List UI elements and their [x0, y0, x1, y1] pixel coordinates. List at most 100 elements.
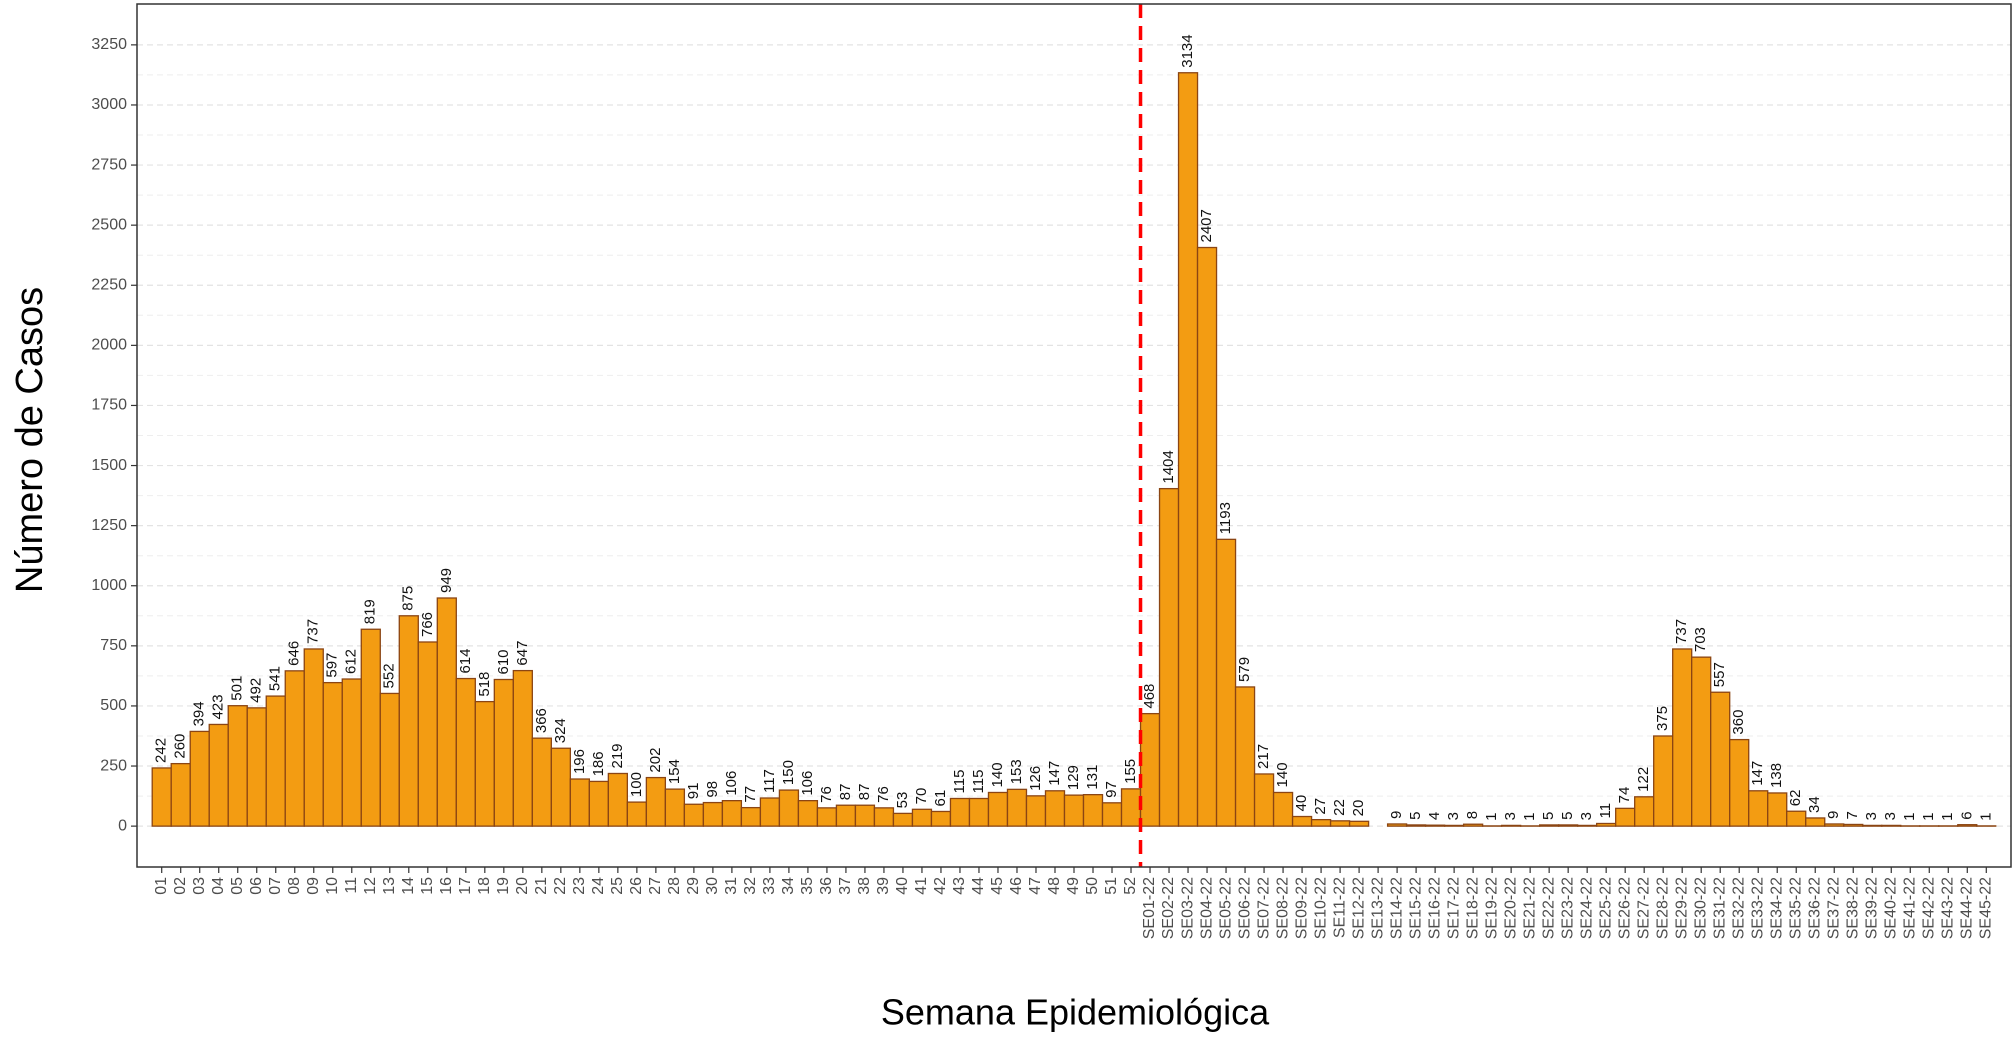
x-tick-label: 13: [381, 877, 398, 895]
value-label: 541: [267, 666, 284, 691]
bar: [911, 808, 933, 827]
x-tick-label: SE01-22: [1141, 877, 1158, 939]
value-label: 597: [324, 653, 341, 678]
x-tick-label: SE22-22: [1540, 877, 1557, 939]
value-label: 219: [609, 743, 626, 768]
bar: [683, 803, 705, 827]
value-label: 612: [343, 649, 360, 674]
value-label: 557: [1711, 662, 1728, 687]
value-label: 5: [1407, 812, 1424, 820]
bar: [341, 678, 362, 827]
x-tick-label: SE07-22: [1255, 877, 1272, 939]
value-label: 423: [210, 694, 227, 719]
value-label: 140: [989, 762, 1006, 787]
x-tick-label: 15: [419, 877, 436, 895]
value-label: 3: [1882, 812, 1899, 820]
x-tick-label: 09: [305, 877, 322, 895]
bar: [1786, 810, 1807, 827]
x-tick-label: SE04-22: [1198, 877, 1215, 939]
y-tick-label: 1500: [91, 457, 127, 474]
x-tick-label: SE06-22: [1236, 877, 1253, 939]
bar: [1234, 686, 1256, 827]
value-label: 737: [1673, 619, 1690, 644]
value-label: 242: [153, 738, 170, 763]
y-tick-label: 2750: [91, 156, 127, 173]
x-tick-label: 39: [875, 877, 892, 895]
value-label: 3134: [1179, 34, 1196, 67]
bar: [1424, 824, 1446, 827]
value-label: 87: [856, 784, 873, 801]
x-tick-label: SE13-22: [1369, 877, 1386, 939]
x-tick-label: SE35-22: [1787, 877, 1804, 939]
value-label: 366: [533, 708, 550, 733]
bar: [1215, 538, 1237, 827]
value-label: 9: [1825, 811, 1842, 819]
x-tick-label: 07: [267, 877, 284, 895]
x-tick-label: 46: [1008, 877, 1025, 895]
bar: [1596, 822, 1617, 827]
bar: [246, 707, 267, 827]
x-tick-label: 21: [533, 877, 550, 895]
x-tick-label: SE02-22: [1160, 877, 1177, 939]
x-tick-label: SE18-22: [1464, 877, 1481, 939]
x-tick-label: 32: [742, 877, 759, 895]
value-label: 5: [1559, 812, 1576, 820]
value-label: 3: [1502, 812, 1519, 820]
value-label: 468: [1141, 684, 1158, 709]
value-label: 766: [419, 612, 436, 637]
value-label: 77: [742, 786, 759, 803]
bar: [1462, 823, 1484, 827]
bar: [436, 597, 457, 827]
bar: [1577, 824, 1598, 827]
bar: [1805, 817, 1826, 827]
x-tick-label: SE39-22: [1863, 877, 1880, 939]
value-label: 153: [1008, 759, 1025, 784]
bar: [892, 812, 914, 827]
bar: [1082, 793, 1104, 827]
bar: [1120, 788, 1142, 827]
bar: [417, 641, 438, 827]
x-tick-label: 08: [286, 877, 303, 895]
bar: [1843, 823, 1864, 827]
bar: [873, 807, 895, 827]
x-tick-label: SE20-22: [1502, 877, 1519, 939]
bar: [1196, 246, 1218, 827]
value-label: 122: [1635, 767, 1652, 792]
bar: [645, 776, 667, 827]
x-tick-label: SE31-22: [1711, 877, 1728, 939]
bar: [854, 804, 876, 827]
bar: [1672, 648, 1693, 827]
x-tick-label: SE33-22: [1749, 877, 1766, 939]
value-label: 949: [438, 568, 455, 593]
value-label: 394: [191, 701, 208, 726]
x-tick-label: 29: [685, 877, 702, 895]
value-label: 196: [571, 749, 588, 774]
value-label: 5: [1540, 812, 1557, 820]
bar: [702, 801, 724, 827]
value-label: 98: [704, 781, 721, 798]
value-label: 186: [590, 751, 607, 776]
bar: [284, 670, 305, 827]
bar: [664, 788, 686, 827]
value-label: 100: [628, 772, 645, 797]
value-label: 106: [723, 771, 740, 796]
bar: [740, 806, 762, 827]
x-tick-label: 35: [799, 877, 816, 895]
bar: [1615, 807, 1636, 827]
bar: [531, 737, 552, 827]
bar: [1139, 712, 1161, 827]
x-tick-label: 01: [153, 877, 170, 895]
value-label: 260: [172, 734, 189, 759]
value-label: 8: [1464, 811, 1481, 819]
value-label: 76: [875, 786, 892, 803]
value-label: 7: [1844, 811, 1861, 819]
value-label: 40: [1293, 795, 1310, 812]
x-tick-label: 27: [647, 877, 664, 895]
value-label: 155: [1122, 759, 1139, 784]
value-label: 74: [1616, 787, 1633, 804]
bar: [797, 800, 819, 827]
x-tick-label: SE30-22: [1692, 877, 1709, 939]
bar: [1729, 738, 1750, 827]
bar: [1253, 773, 1275, 827]
x-tick-label: SE14-22: [1388, 877, 1405, 939]
